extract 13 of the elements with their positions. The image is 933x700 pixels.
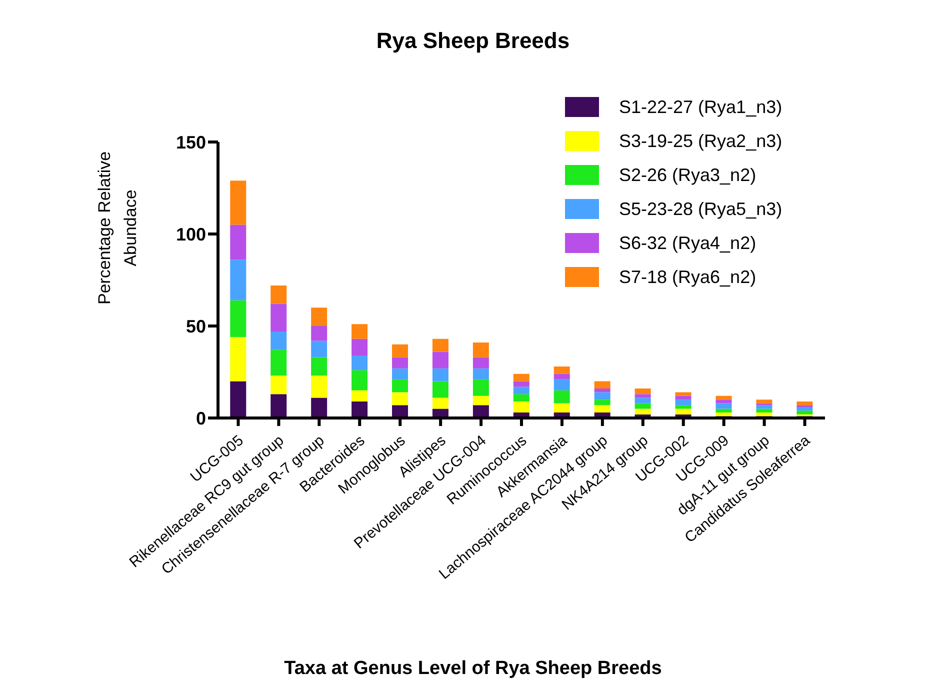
legend-label: S3-19-25 (Rya2_n3) — [619, 130, 782, 152]
chart-title: Rya Sheep Breeds — [375, 28, 571, 54]
legend-label: S7-18 (Rya6_n2) — [619, 266, 756, 288]
legend-label: S1-22-27 (Rya1_n3) — [619, 96, 782, 118]
y-tick-label: 100 — [176, 224, 206, 244]
legend-label: S6-32 (Rya4_n2) — [619, 232, 756, 254]
y-tick-label: 50 — [186, 316, 206, 336]
y-axis-title: Percentage Relative Abundace — [94, 150, 141, 307]
y-tick-label: 0 — [196, 408, 206, 428]
legend-label: S5-23-28 (Rya5_n3) — [619, 198, 782, 220]
legend-label: S2-26 (Rya3_n2) — [619, 164, 756, 186]
x-axis-title: Taxa at Genus Level of Rya Sheep Breeds — [283, 658, 663, 680]
y-tick-label: 150 — [176, 132, 206, 152]
